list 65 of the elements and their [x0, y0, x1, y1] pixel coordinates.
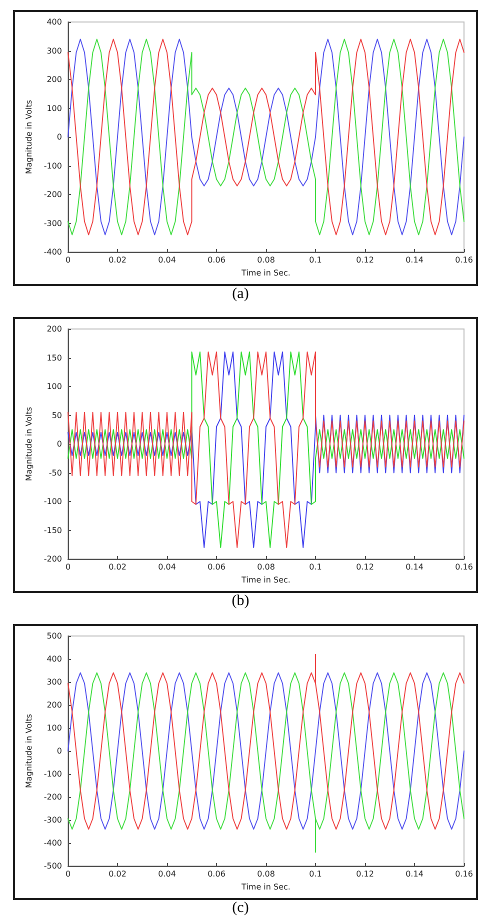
x-tick-label: 0.04 [158, 562, 176, 572]
y-tick-label: 200 [46, 324, 62, 334]
y-tick-label: 0 [56, 440, 62, 448]
y-tick-label: -400 [44, 248, 62, 256]
y-tick-label: -150 [44, 526, 62, 535]
x-tick-label: 0.12 [356, 562, 374, 572]
x-tick-label: 0.14 [406, 256, 424, 264]
y-tick-label: 400 [46, 654, 62, 664]
y-tick-label: 100 [46, 104, 62, 113]
x-tick-label: 0.02 [108, 870, 126, 878]
y-tick-label: 0 [56, 746, 62, 756]
y-tick-label: -300 [44, 218, 62, 228]
x-tick-label: 0.04 [158, 256, 176, 264]
y-tick-label: 150 [46, 353, 62, 362]
y-tick-label: 200 [46, 75, 62, 84]
y-tick-label: -100 [44, 161, 62, 170]
x-tick-label: 0 [65, 256, 71, 264]
x-tick-label: 0.1 [309, 870, 322, 878]
y-tick-label: 200 [46, 700, 62, 710]
y-tick-label: -200 [44, 190, 62, 199]
x-tick-label: 0.02 [108, 562, 126, 572]
x-axis-title: Time in Sec. [240, 882, 290, 892]
y-tick-label: -500 [44, 862, 62, 870]
y-axis-title: Magnitude in Volts [24, 714, 34, 788]
y-tick-label: 100 [46, 382, 62, 391]
x-tick-label: 0.16 [455, 562, 473, 572]
y-tick-label: 300 [46, 46, 62, 56]
x-tick-label: 0.06 [208, 562, 226, 572]
x-tick-label: 0.08 [257, 870, 275, 878]
y-tick-label: 300 [46, 678, 62, 686]
y-tick-label: -50 [48, 468, 62, 478]
x-tick-label: 0.1 [309, 256, 322, 264]
y-tick-label: -100 [44, 770, 62, 778]
y-tick-label: 400 [46, 18, 62, 26]
x-tick-label: 0.04 [158, 870, 176, 878]
x-tick-label: 0.02 [108, 256, 126, 264]
x-tick-label: 0.12 [356, 256, 374, 264]
x-tick-label: 0.1 [309, 562, 322, 572]
y-tick-label: -400 [44, 838, 62, 848]
y-tick-label: -200 [44, 792, 62, 802]
y-axis-title: Magnitude in Volts [24, 100, 34, 174]
x-tick-label: 0.14 [406, 870, 424, 878]
y-tick-label: -100 [44, 497, 62, 506]
x-axis-title: Time in Sec. [240, 268, 290, 278]
text: (b) [230, 592, 250, 610]
x-axis-title: Time in Sec. [240, 575, 290, 584]
x-tick-label: 0.16 [455, 870, 473, 878]
x-tick-label: 0.08 [257, 256, 275, 264]
x-tick-label: 0.08 [257, 562, 275, 572]
y-tick-label: 500 [46, 632, 62, 640]
y-axis-title: Magnitude in Volts [24, 406, 34, 482]
x-tick-label: 0.06 [208, 256, 226, 264]
x-tick-label: 0 [65, 870, 71, 878]
x-tick-label: 0.16 [455, 256, 473, 264]
y-tick-label: 0 [56, 132, 62, 142]
x-tick-label: 0.12 [356, 870, 374, 878]
y-tick-label: -200 [44, 554, 62, 564]
text: (c) [231, 899, 250, 917]
text: (a) [231, 285, 250, 303]
y-tick-label: 50 [52, 410, 62, 420]
x-tick-label: 0.14 [406, 562, 424, 572]
y-tick-label: 100 [46, 724, 62, 732]
x-tick-label: 0 [65, 562, 71, 572]
y-tick-label: -300 [44, 816, 62, 824]
x-tick-label: 0.06 [208, 870, 226, 878]
